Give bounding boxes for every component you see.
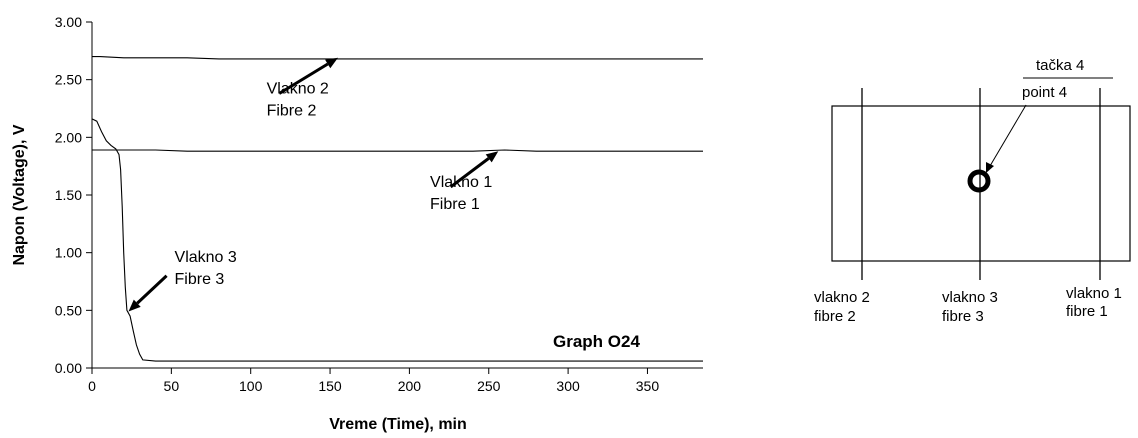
- fibre-3-label: vlakno 3: [942, 289, 998, 306]
- point-arrow-head: [986, 162, 994, 173]
- annotation-arrow-head: [325, 57, 338, 69]
- fibre-layout-diagram: tačka 4 point 4 vlakno 2 fibre 2 vlakno …: [814, 57, 1131, 325]
- voltage-chart: 0.00 0.50 1.00 1.50 2.00 2.50 3.00 0 50 100 150 20…: [11, 14, 703, 433]
- fibre-2-label: vlakno 2: [814, 289, 870, 306]
- x-tick-label: 100: [239, 378, 263, 394]
- y-tick-label: 3.00: [55, 14, 82, 30]
- x-axis-ticks: 0 50 100 150 200 250 300 350: [88, 368, 659, 394]
- series-line-1: [92, 56, 703, 60]
- annotation-arrow-shaft: [136, 274, 168, 305]
- annotation-label-en: Fibre 3: [175, 271, 225, 288]
- specimen-rectangle: [831, 105, 1131, 262]
- annotation-label-en: Fibre 1: [430, 196, 480, 213]
- y-tick-label: 1.50: [55, 187, 82, 203]
- y-tick-label: 0.50: [55, 302, 82, 318]
- annotation-label-en: Fibre 2: [267, 103, 317, 120]
- series-lines: [91, 56, 703, 362]
- annotation-arrow-shaft: [278, 62, 329, 95]
- point-arrow-shaft: [989, 104, 1027, 167]
- x-axis-label: Vreme (Time), min: [329, 416, 467, 433]
- point-label-top: tačka 4: [1036, 57, 1084, 74]
- x-tick-label: 250: [477, 378, 501, 394]
- x-tick-label: 150: [318, 378, 342, 394]
- fibre-1-label-en: fibre 1: [1066, 303, 1108, 320]
- chart-title: Graph O24: [553, 332, 640, 351]
- x-tick-label: 350: [636, 378, 660, 394]
- y-axis-ticks: 0.00 0.50 1.00 1.50 2.00 2.50 3.00: [55, 14, 92, 376]
- y-tick-label: 1.00: [55, 245, 82, 261]
- x-tick-label: 300: [556, 378, 580, 394]
- y-tick-label: 0.00: [55, 360, 82, 376]
- y-axis-label: Napon (Voltage), V: [11, 124, 28, 265]
- annotation-arrow-head: [485, 151, 499, 163]
- point-label-bottom: point 4: [1022, 84, 1067, 101]
- fibre-1-label: vlakno 1: [1066, 285, 1122, 302]
- x-tick-label: 200: [398, 378, 422, 394]
- annotation-arrow-shaft: [449, 157, 490, 189]
- x-tick-label: 50: [164, 378, 180, 394]
- annotation-label: Vlakno 1: [430, 174, 492, 191]
- series-line-2: [92, 149, 703, 152]
- series-line-3: [91, 118, 703, 362]
- y-tick-label: 2.50: [55, 72, 82, 88]
- y-tick-label: 2.00: [55, 129, 82, 145]
- point-4-marker: [967, 169, 991, 193]
- annotation-label: Vlakno 3: [175, 249, 237, 266]
- fibre-2-label-en: fibre 2: [814, 308, 856, 325]
- x-tick-label: 0: [88, 378, 96, 394]
- fibre-3-label-en: fibre 3: [942, 308, 984, 325]
- plot-frame: [91, 22, 703, 369]
- annotation-arrow-head: [128, 299, 141, 312]
